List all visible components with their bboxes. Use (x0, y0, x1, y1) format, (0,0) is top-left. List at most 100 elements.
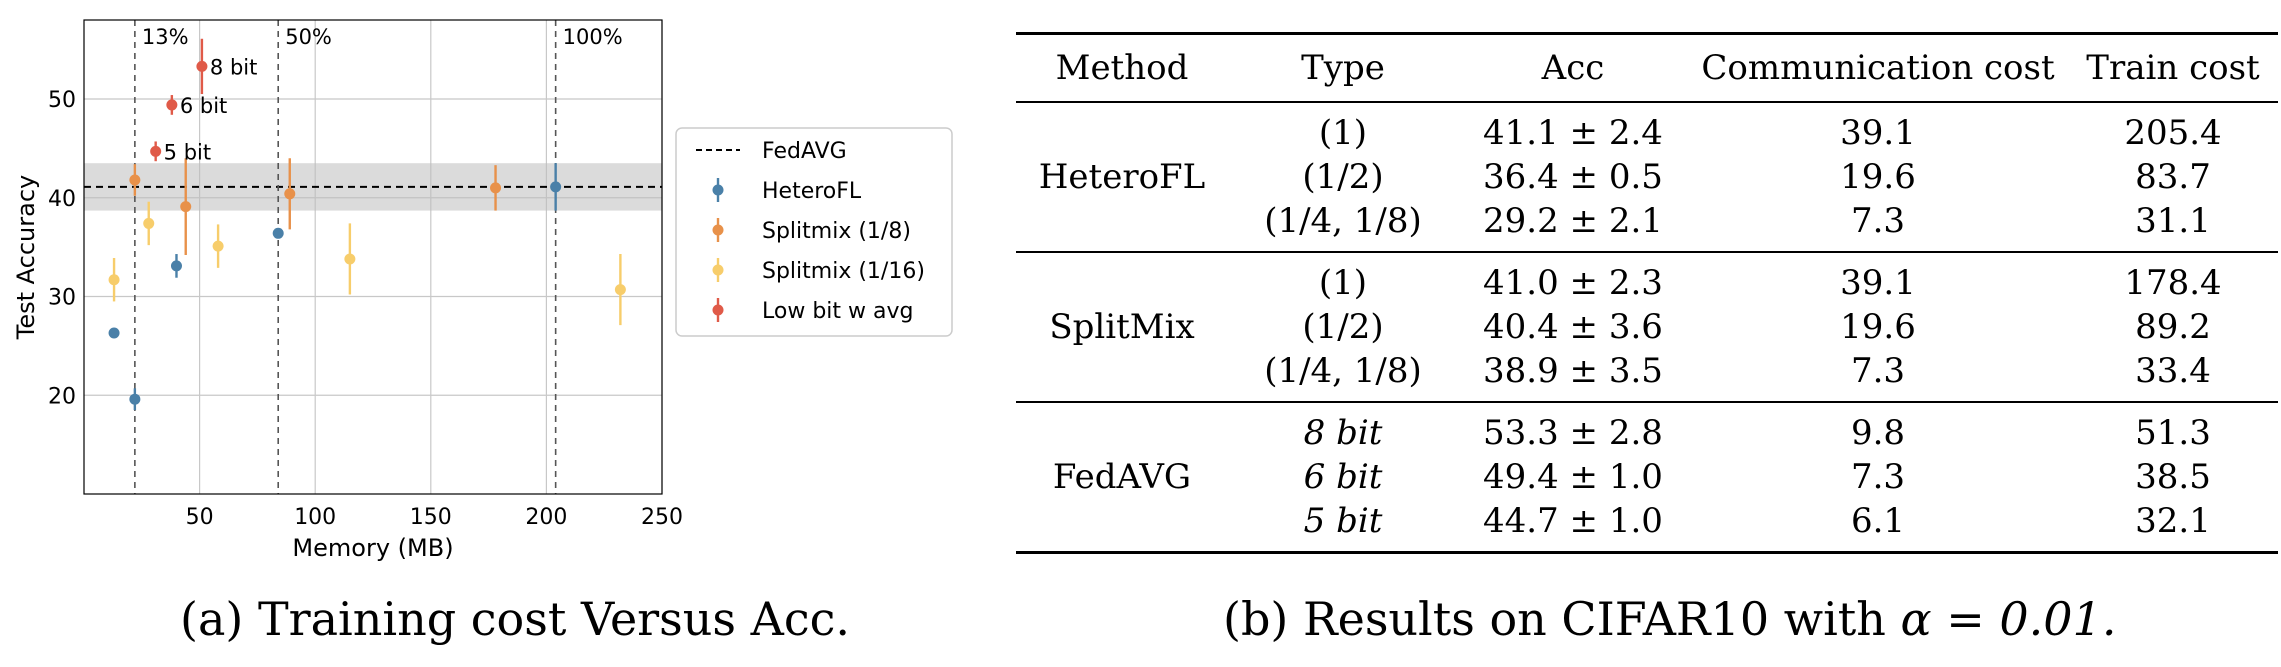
point-label: 8 bit (210, 55, 257, 79)
header-acc: Acc (1458, 32, 1688, 103)
acc-cell: 41.0 ± 2.3 40.4 ± 3.6 38.9 ± 3.5 (1458, 252, 1688, 403)
comm-value: 39.1 (1840, 263, 1916, 303)
memory-ratio-label: 100% (563, 25, 623, 49)
point-label: 6 bit (180, 94, 227, 118)
train-value: 51.3 (2135, 413, 2211, 453)
type-value: (1) (1318, 263, 1368, 303)
type-value: (1/2) (1302, 307, 1384, 347)
comm-cell: 39.1 19.6 7.3 (1688, 252, 2068, 403)
data-point (196, 60, 208, 72)
legend-label: FedAVG (762, 139, 847, 164)
data-point (170, 260, 182, 272)
acc-value: 29.2 ± 2.1 (1483, 201, 1663, 241)
memory-ratio-label: 13% (142, 25, 189, 49)
comm-cell: 39.1 19.6 7.3 (1688, 102, 2068, 253)
legend-label: Splitmix (1/8) (762, 219, 911, 244)
type-cell: 8 bit 6 bit 5 bit (1228, 402, 1458, 554)
type-value: (1/4, 1/8) (1264, 201, 1422, 241)
comm-value: 6.1 (1850, 501, 1906, 541)
acc-value: 40.4 ± 3.6 (1483, 307, 1663, 347)
table-row: SplitMix (1) (1/2) (1/4, 1/8) 41.0 ± 2.3… (1016, 252, 2278, 403)
train-value: 33.4 (2135, 351, 2211, 391)
train-value: 83.7 (2135, 157, 2211, 197)
data-point (166, 99, 178, 111)
x-tick-label: 150 (410, 505, 452, 530)
scatter-chart: 13% 50% 100% 50 100 150 200 250 20 30 40 50 Memory (… (12, 19, 953, 562)
comm-value: 39.1 (1840, 113, 1916, 153)
legend-label: Splitmix (1/16) (762, 259, 925, 284)
y-tick-label: 50 (48, 88, 76, 113)
data-point (212, 240, 224, 252)
memory-ratio-label: 50% (285, 25, 332, 49)
table-row: FedAVG 8 bit 6 bit 5 bit 53.3 ± 2.8 49.4… (1016, 402, 2278, 554)
caption-left: (a) Training cost Versus Acc. (180, 592, 850, 646)
acc-value: 49.4 ± 1.0 (1483, 457, 1663, 497)
x-tick-label: 200 (525, 505, 567, 530)
legend-label: HeteroFL (762, 179, 862, 204)
data-point (129, 393, 141, 405)
caption-right-math: α = 0.01. (1900, 592, 2117, 646)
type-value: 8 bit (1303, 413, 1383, 453)
data-point (108, 327, 120, 339)
type-value: 6 bit (1303, 457, 1383, 497)
y-axis-label: Test Accuracy (12, 175, 40, 340)
header-communication-cost: Communication cost (1688, 32, 2068, 103)
legend-swatch (712, 184, 724, 196)
type-cell: (1) (1/2) (1/4, 1/8) (1228, 252, 1458, 403)
acc-value: 41.0 ± 2.3 (1483, 263, 1663, 303)
data-point (129, 174, 141, 186)
x-tick-label: 250 (641, 505, 683, 530)
plot-frame (83, 19, 663, 495)
legend-swatch (712, 304, 724, 316)
x-tick-label: 50 (186, 505, 214, 530)
header-method: Method (1016, 32, 1228, 103)
data-point (550, 181, 562, 193)
acc-value: 36.4 ± 0.5 (1483, 157, 1663, 197)
legend-label: Low bit w avg (762, 299, 913, 324)
y-tick-label: 20 (48, 384, 76, 409)
acc-value: 44.7 ± 1.0 (1483, 501, 1663, 541)
caption-right-text: (b) Results on CIFAR10 with (1223, 592, 1901, 646)
acc-value: 41.1 ± 2.4 (1483, 113, 1663, 153)
data-point (180, 201, 192, 213)
method-cell: SplitMix (1016, 252, 1228, 403)
data-point (150, 145, 162, 157)
acc-cell: 53.3 ± 2.8 49.4 ± 1.0 44.7 ± 1.0 (1458, 402, 1688, 554)
y-tick-label: 30 (48, 286, 76, 311)
y-tick-label: 40 (48, 187, 76, 212)
train-value: 31.1 (2135, 201, 2211, 241)
train-value: 38.5 (2135, 457, 2211, 497)
method-cell: HeteroFL (1016, 102, 1228, 253)
table-row: HeteroFL (1) (1/2) (1/4, 1/8) 41.1 ± 2.4… (1016, 102, 2278, 253)
type-value: 5 bit (1303, 501, 1383, 541)
train-value: 32.1 (2135, 501, 2211, 541)
comm-value: 19.6 (1840, 307, 1916, 347)
acc-cell: 41.1 ± 2.4 36.4 ± 0.5 29.2 ± 2.1 (1458, 102, 1688, 253)
comm-cell: 9.8 7.3 6.1 (1688, 402, 2068, 554)
comm-value: 7.3 (1850, 457, 1906, 497)
legend-box (675, 127, 953, 337)
data-point (284, 188, 296, 200)
method-cell: FedAVG (1016, 402, 1228, 554)
train-cell: 178.4 89.2 33.4 (2068, 252, 2278, 403)
train-value: 89.2 (2135, 307, 2211, 347)
acc-value: 53.3 ± 2.8 (1483, 413, 1663, 453)
data-point (490, 182, 502, 194)
type-value: (1) (1318, 113, 1368, 153)
comm-value: 7.3 (1850, 351, 1906, 391)
x-axis-label: Memory (MB) (292, 534, 453, 562)
legend-swatch (712, 264, 724, 276)
type-cell: (1) (1/2) (1/4, 1/8) (1228, 102, 1458, 253)
x-tick-label: 100 (294, 505, 336, 530)
type-value: (1/2) (1302, 157, 1384, 197)
train-value: 205.4 (2124, 113, 2222, 153)
comm-value: 7.3 (1850, 201, 1906, 241)
data-point (272, 227, 284, 239)
header-train-cost: Train cost (2068, 32, 2278, 103)
results-table: Method Type Acc Communication cost Train… (1016, 32, 2278, 554)
train-cell: 205.4 83.7 31.1 (2068, 102, 2278, 253)
comm-value: 19.6 (1840, 157, 1916, 197)
acc-value: 38.9 ± 3.5 (1483, 351, 1663, 391)
data-point (143, 217, 155, 229)
type-value: (1/4, 1/8) (1264, 351, 1422, 391)
